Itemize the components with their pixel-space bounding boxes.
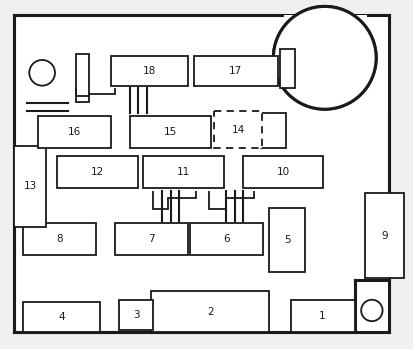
Text: 3: 3 bbox=[133, 310, 139, 320]
Bar bbox=[151, 291, 268, 332]
Bar bbox=[290, 300, 354, 332]
Bar bbox=[119, 300, 153, 330]
Text: 9: 9 bbox=[380, 231, 387, 240]
Circle shape bbox=[273, 6, 375, 109]
Text: 17: 17 bbox=[229, 66, 242, 76]
Bar bbox=[279, 49, 294, 88]
Bar bbox=[190, 223, 262, 255]
Bar bbox=[57, 156, 138, 188]
Bar bbox=[354, 281, 388, 332]
Bar bbox=[260, 113, 285, 148]
Text: 6: 6 bbox=[223, 234, 229, 244]
Bar bbox=[268, 208, 305, 272]
Text: 11: 11 bbox=[176, 168, 190, 177]
Bar bbox=[38, 116, 110, 148]
Text: 14: 14 bbox=[231, 125, 244, 134]
Text: 18: 18 bbox=[142, 66, 155, 76]
Text: 4: 4 bbox=[58, 312, 64, 322]
Text: 7: 7 bbox=[148, 234, 154, 244]
Bar bbox=[23, 302, 100, 332]
Bar bbox=[214, 111, 261, 148]
Text: 12: 12 bbox=[91, 168, 104, 177]
Text: 15: 15 bbox=[164, 127, 177, 137]
Text: 16: 16 bbox=[67, 127, 81, 137]
Bar bbox=[130, 116, 211, 148]
Bar bbox=[76, 53, 89, 96]
Bar bbox=[281, 15, 388, 111]
Bar bbox=[142, 156, 223, 188]
Text: 1: 1 bbox=[318, 311, 325, 321]
Bar bbox=[365, 193, 403, 279]
Circle shape bbox=[29, 60, 55, 86]
Bar bbox=[14, 146, 46, 227]
Circle shape bbox=[360, 300, 382, 321]
Text: 13: 13 bbox=[24, 181, 37, 191]
Bar bbox=[194, 56, 277, 86]
Text: 10: 10 bbox=[276, 168, 289, 177]
Text: 8: 8 bbox=[56, 234, 62, 244]
Bar bbox=[23, 223, 95, 255]
Bar bbox=[115, 223, 187, 255]
Circle shape bbox=[273, 6, 375, 109]
Text: 5: 5 bbox=[283, 235, 290, 245]
Bar bbox=[243, 156, 322, 188]
Text: 2: 2 bbox=[206, 306, 213, 317]
Bar bbox=[110, 56, 187, 86]
